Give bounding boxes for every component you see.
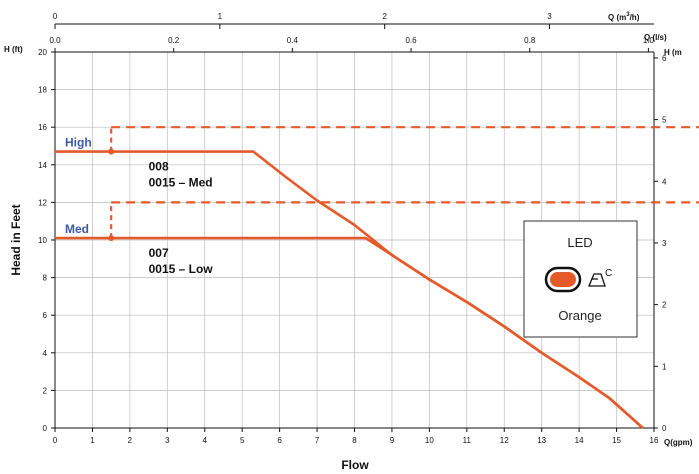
model-label: 007 (149, 246, 169, 260)
x-tick-label: 14 (575, 436, 584, 445)
ls-tick-label: 0.4 (287, 36, 299, 45)
curves: High Med (55, 136, 644, 429)
y-axis-title: Head in Feet (9, 204, 23, 275)
x-tick-label: 11 (463, 436, 472, 445)
x-tick-label: 1 (90, 436, 95, 445)
annotations: 008 0015 – Med 007 0015 – Low (149, 159, 214, 275)
y-tick-label: 4 (43, 349, 48, 358)
x-tick-label: 2 (128, 436, 133, 445)
y-unit-label: H (ft) (4, 45, 23, 54)
x-tick-label: 4 (203, 436, 208, 445)
m-tick-label: 1 (662, 362, 667, 371)
x-tick-label: 16 (650, 436, 659, 445)
x-tick-label: 5 (240, 436, 245, 445)
m-tick-label: 5 (662, 116, 667, 125)
y-tick-label: 18 (38, 86, 47, 95)
y-tick-label: 10 (38, 236, 47, 245)
model-speed-label: 0015 – Med (149, 175, 213, 189)
x-axis-title: Flow (341, 458, 369, 472)
x-tick-label: 7 (315, 436, 320, 445)
top-ls-unit: Q (l/s) (644, 33, 667, 42)
dashed-limits (108, 126, 699, 242)
x-tick-label: 10 (425, 436, 434, 445)
m-tick-label: 2 (662, 301, 667, 310)
m-tick-label: 3 (662, 239, 667, 248)
m3h-tick-label: 3 (547, 12, 552, 21)
x-unit-label: Q(gpm) (664, 438, 693, 447)
limit-marker (108, 148, 115, 155)
x-tick-label: 6 (277, 436, 282, 445)
constant-pressure-icon (588, 273, 606, 287)
led-legend-box: LED C Orange (523, 220, 638, 338)
y-tick-label: 14 (38, 161, 47, 170)
y-tick-label: 20 (38, 48, 47, 57)
x-tick-label: 15 (612, 436, 621, 445)
x-ticks: 0 1 2 3 4 5 6 7 8 9 10 11 12 13 14 15 16 (53, 428, 659, 445)
ls-tick-label: 0.2 (168, 36, 180, 45)
series-tag-high: High (65, 136, 92, 150)
model-label: 008 (149, 159, 169, 173)
m-tick-label: 4 (662, 177, 667, 186)
ls-tick-label: 0.0 (49, 36, 61, 45)
ls-tick-label: 0.6 (405, 36, 417, 45)
y-ticks: 0 2 4 6 8 10 12 14 16 18 20 (38, 48, 55, 433)
x-tick-label: 12 (500, 436, 509, 445)
led-status: Orange (558, 308, 601, 323)
m3h-tick-label: 2 (382, 12, 387, 21)
right-m-unit: H (m (664, 48, 682, 57)
x-tick-label: 0 (53, 436, 58, 445)
y-tick-label: 0 (43, 424, 48, 433)
m-tick-label: 0 (662, 424, 667, 433)
model-speed-label: 0015 – Low (149, 262, 214, 276)
x-tick-label: 9 (390, 436, 395, 445)
ls-tick-label: 0.8 (524, 36, 536, 45)
limit-marker (108, 235, 115, 242)
y-tick-label: 16 (38, 123, 47, 132)
led-indicator-fill (550, 272, 576, 287)
x-tick-label: 3 (165, 436, 170, 445)
top-axis-ls: 0.00.20.40.60.81.01.2 (49, 36, 655, 52)
m-tick-label: 6 (662, 54, 667, 63)
top-m3h-unit: Q (m3/h) (608, 12, 640, 22)
ls-tick-label: 1.0 (643, 36, 655, 45)
right-axis-m: 0 1 2 3 4 5 6 (654, 54, 667, 433)
y-tick-label: 12 (38, 198, 47, 207)
y-tick-label: 8 (43, 274, 48, 283)
m3h-tick-label: 0 (53, 12, 58, 21)
y-tick-label: 2 (43, 386, 48, 395)
x-tick-label: 13 (537, 436, 546, 445)
led-title: LED (567, 235, 592, 250)
y-tick-label: 6 (43, 311, 48, 320)
series-tag-med: Med (65, 222, 89, 236)
m3h-tick-label: 1 (218, 12, 223, 21)
constant-pressure-mark: C (605, 268, 612, 279)
x-tick-label: 8 (352, 436, 357, 445)
curve-med (55, 236, 644, 429)
